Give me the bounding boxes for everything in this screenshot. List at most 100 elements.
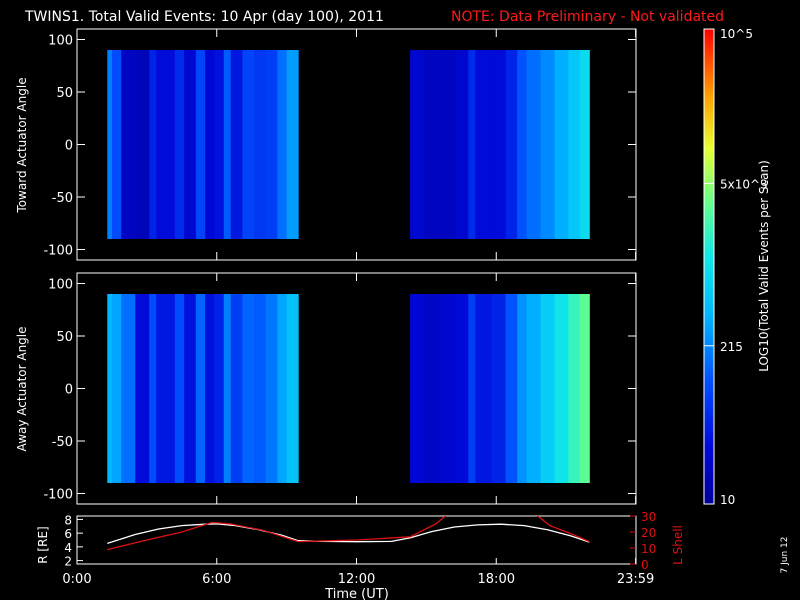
away-heatmap-column [580, 294, 590, 483]
toward-heatmap-column [214, 50, 225, 239]
away-heatmap-column [505, 294, 518, 483]
lshell-tick-label: 20 [641, 526, 656, 540]
toward-heatmap-column [286, 50, 299, 239]
r-tick-label: 4 [64, 541, 72, 555]
away-heatmap-column [440, 294, 458, 483]
colorbar: 10 215 5x10^3 10^5 LOG10(Total Valid Events… [703, 27, 771, 507]
r-distance-line [107, 523, 590, 545]
toward-heatmap-column [475, 50, 492, 239]
toward-heatmap-column [223, 50, 232, 239]
toward-ytick-label: 50 [56, 86, 73, 101]
colorbar-tick-label: 5x10^3 [720, 177, 768, 191]
away-heatmap-column [230, 294, 243, 483]
toward-heatmap-column [554, 50, 569, 239]
toward-heatmap-column [156, 50, 176, 239]
toward-heatmap-column [149, 50, 157, 239]
away-heatmap-column [468, 294, 476, 483]
away-heatmap-column [286, 294, 299, 483]
toward-heatmap-column [277, 50, 288, 239]
lshell-line [107, 516, 590, 551]
toward-heatmap-column [111, 50, 122, 239]
away-heatmap-column [254, 294, 267, 483]
time-axis-label: Time (UT) [324, 587, 389, 600]
toward-heatmap-column [568, 50, 581, 239]
colorbar-tick-label: 215 [720, 340, 743, 354]
away-heatmap-column [410, 294, 425, 483]
toward-heatmap-column [526, 50, 541, 239]
away-y-axis: 100 50 0 -50 -100 [43, 273, 637, 504]
lshell-axis-label: L Shell [671, 525, 685, 565]
away-heatmap-column [554, 294, 569, 483]
time-tick-label: 6:00 [202, 572, 231, 587]
toward-heatmap-column [242, 50, 255, 239]
toward-heatmap-column [580, 50, 590, 239]
figure-title: TWINS1. Total Valid Events: 10 Apr (day … [24, 9, 384, 25]
away-ytick-label: 50 [56, 330, 73, 345]
toward-heatmap-column [184, 50, 197, 239]
colorbar-tick-label: 10 [720, 493, 735, 507]
away-heatmap-column [540, 294, 555, 483]
away-heatmap-column [135, 294, 150, 483]
time-tick-label: 12:00 [338, 572, 375, 587]
toward-heatmap-cells [107, 50, 590, 239]
away-heatmap-column [223, 294, 232, 483]
lshell-tick-label: 10 [641, 542, 656, 556]
away-heatmap-column [121, 294, 136, 483]
toward-heatmap-column [265, 50, 278, 239]
toward-heatmap-column [440, 50, 458, 239]
toward-heatmap-column [491, 50, 506, 239]
away-heatmap-column [526, 294, 541, 483]
toward-heatmap-column [540, 50, 555, 239]
away-heatmap-column [242, 294, 255, 483]
r-tick-label: 8 [64, 513, 72, 527]
toward-ytick-label: -50 [52, 191, 73, 206]
away-heatmap-column [205, 294, 215, 483]
toward-y-axis-label: Toward Actuator Angle [15, 77, 29, 213]
preliminary-note: NOTE: Data Preliminary - Not validated [451, 9, 724, 25]
colorbar-ticks: 10 215 5x10^3 10^5 [704, 27, 768, 507]
toward-heatmap-column [456, 50, 469, 239]
toward-heatmap-column [121, 50, 136, 239]
toward-heatmap-column [254, 50, 267, 239]
toward-heatmap-column [195, 50, 206, 239]
toward-y-axis: 100 50 0 -50 -100 [43, 29, 637, 260]
away-heatmap-column [456, 294, 469, 483]
toward-heatmap-column [517, 50, 527, 239]
away-heatmap-column [424, 294, 441, 483]
toward-ytick-label: 100 [48, 34, 73, 49]
date-stamp: 7 Jun 12 [780, 537, 790, 574]
time-axis: 0:00 6:00 12:00 18:00 23:59 [62, 558, 654, 587]
colorbar-label: LOG10(Total Valid Events per Scan) [757, 160, 771, 372]
away-heatmap-column [277, 294, 288, 483]
r-axis-label: R [RE] [36, 526, 50, 563]
toward-heatmap-column [174, 50, 185, 239]
away-heatmap-column [568, 294, 581, 483]
away-heatmap-column [174, 294, 185, 483]
away-heatmap-column [111, 294, 122, 483]
away-heatmap-column [491, 294, 506, 483]
away-heatmap-column [214, 294, 225, 483]
toward-heatmap-column [424, 50, 441, 239]
away-heatmap-column [475, 294, 492, 483]
away-ytick-label: -100 [43, 488, 73, 503]
time-tick-label: 0:00 [62, 572, 91, 587]
r-tick-label: 2 [64, 555, 72, 569]
away-heatmap-column [156, 294, 176, 483]
away-actuator-panel: 100 50 0 -50 -100 Away Actuator Angle [15, 272, 637, 505]
toward-heatmap-column [107, 50, 113, 239]
away-ytick-label: -50 [52, 435, 73, 450]
toward-heatmap-column [230, 50, 243, 239]
r-tick-label: 6 [64, 527, 72, 541]
away-y-axis-label: Away Actuator Angle [15, 326, 29, 451]
toward-heatmap-column [135, 50, 150, 239]
away-ytick-label: 100 [48, 278, 73, 293]
lshell-tick-label: 0 [641, 558, 649, 572]
toward-ytick-label: -100 [43, 244, 73, 259]
toward-heatmap-column [410, 50, 425, 239]
away-heatmap-column [184, 294, 197, 483]
away-ytick-label: 0 [65, 383, 73, 398]
toward-heatmap-column [468, 50, 476, 239]
away-heatmap-column [265, 294, 278, 483]
